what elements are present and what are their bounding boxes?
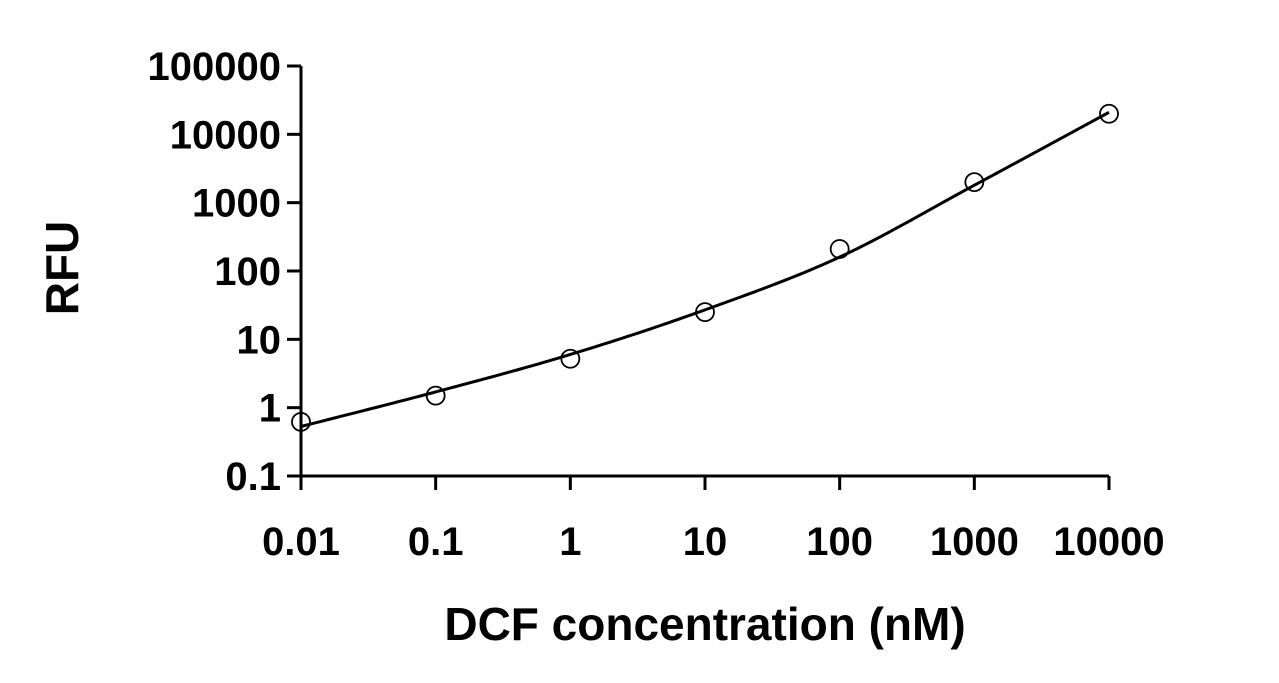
x-tick-label: 10 (683, 520, 728, 564)
data-point (695, 302, 715, 323)
x-axis-ticks: 0.01 0.1 1 10 100 1000 10000 (262, 476, 1165, 564)
y-tick-label: 10000 (170, 113, 281, 157)
y-tick-label: 100 (214, 250, 281, 294)
y-tick-label: 1 (259, 387, 281, 431)
fit-curve-line (300, 111, 1110, 428)
y-axis-title: RFU (36, 221, 88, 316)
data-point (560, 348, 581, 369)
x-tick-label: 0.1 (408, 520, 464, 564)
x-tick-label: 0.01 (262, 520, 340, 564)
data-point (964, 172, 985, 192)
x-tick-label: 1 (559, 520, 581, 564)
y-tick-label: 0.1 (225, 455, 281, 499)
series-layer (291, 103, 1119, 432)
plot-area: 0.1 1 10 100 1000 10000 100000 0.01 0.1 1 10 100 10… (148, 45, 1165, 564)
y-tick-label: 100000 (148, 45, 281, 89)
data-point (425, 385, 446, 406)
data-point (291, 411, 311, 432)
y-tick-label: 10 (237, 318, 282, 362)
data-point (1099, 103, 1119, 124)
y-tick-label: 1000 (192, 182, 281, 226)
x-tick-label: 10000 (1053, 520, 1164, 564)
x-tick-label: 100 (806, 520, 873, 564)
data-point (829, 239, 850, 259)
x-tick-label: 1000 (930, 520, 1019, 564)
y-axis-ticks: 0.1 1 10 100 1000 10000 100000 (148, 45, 301, 499)
x-axis-title: DCF concentration (nM) (444, 598, 965, 650)
